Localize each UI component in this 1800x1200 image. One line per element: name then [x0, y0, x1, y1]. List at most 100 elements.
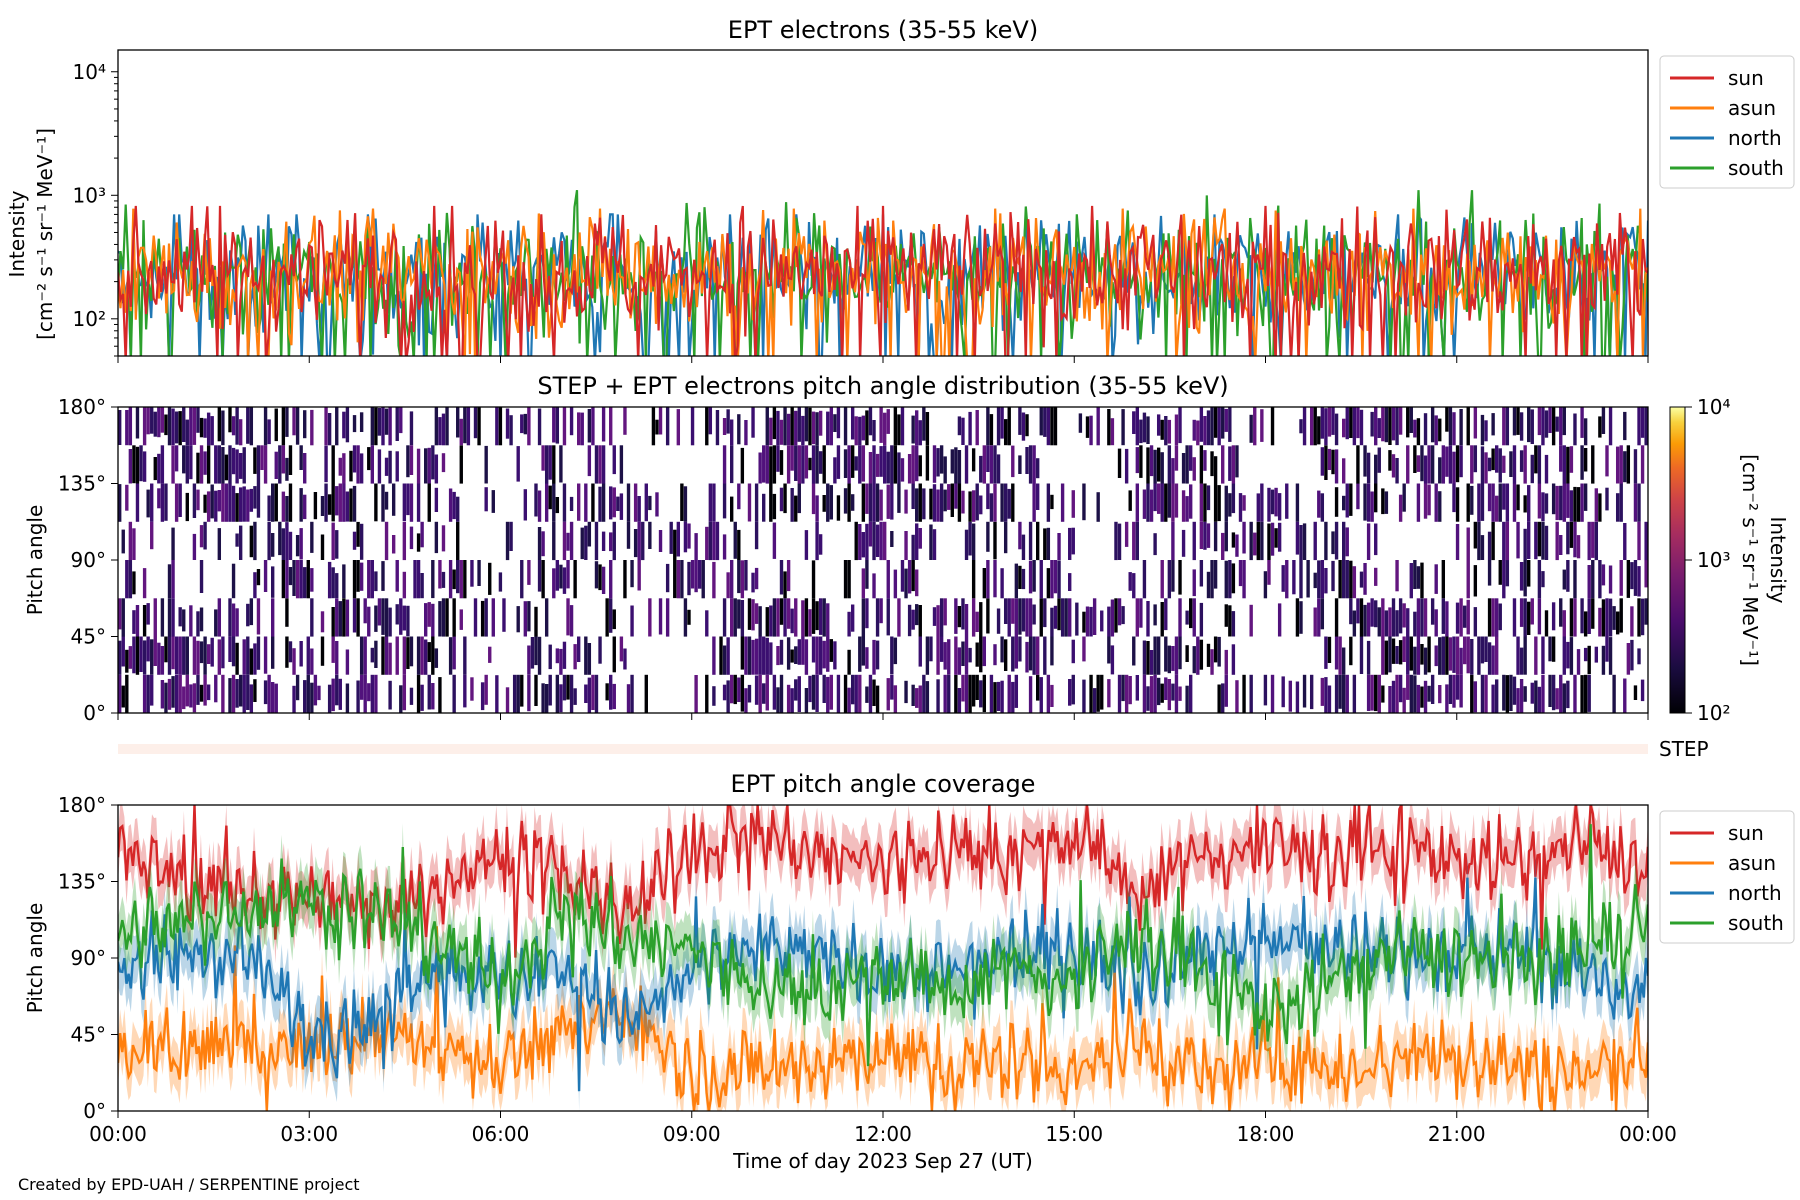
heatmap-cell — [1320, 677, 1325, 706]
heatmap-cell — [1420, 598, 1424, 637]
heatmap-cell — [402, 571, 407, 599]
heatmap-cell — [1430, 407, 1435, 443]
heatmap-cell — [658, 530, 663, 552]
heatmap-cell — [754, 603, 759, 624]
heatmap-cell — [1591, 560, 1595, 599]
heatmap-cell — [1206, 410, 1211, 446]
heatmap-cell — [562, 674, 567, 701]
legend1-asun-label: asun — [1728, 96, 1776, 120]
heatmap-cell — [1082, 636, 1086, 662]
heatmap-cell — [705, 610, 709, 637]
heatmap-cell — [1605, 636, 1609, 662]
heatmap-cell — [1149, 445, 1154, 477]
heatmap-cell — [1025, 598, 1029, 637]
heatmap-cell — [267, 495, 271, 522]
heatmap-cell — [395, 560, 399, 592]
heatmap-cell — [424, 603, 428, 637]
heatmap-cell — [1626, 560, 1631, 598]
heatmap-cell — [1189, 445, 1193, 471]
heatmap-cell — [1534, 445, 1538, 474]
heatmap-cell — [897, 598, 901, 637]
heatmap-cell — [1345, 560, 1349, 599]
heatmap-cell — [861, 636, 866, 666]
heatmap-cell — [391, 483, 396, 516]
heatmap-cell — [968, 491, 972, 522]
heatmap-cell — [658, 598, 663, 635]
heatmap-cell — [121, 598, 125, 637]
heatmap-cell — [238, 453, 243, 479]
heatmap-cell — [747, 483, 752, 522]
heatmap-cell — [189, 605, 193, 637]
heatmap-cell — [1003, 483, 1008, 522]
heatmap-cell — [420, 684, 424, 711]
heatmap-cell — [619, 493, 624, 520]
heatmap-cell — [676, 560, 681, 599]
heatmap-cell — [1007, 598, 1011, 637]
heatmap-cell — [359, 453, 364, 484]
heatmap-cell — [1068, 573, 1072, 591]
heatmap-cell — [1413, 611, 1417, 637]
heatmap-cell — [1480, 674, 1485, 713]
heatmap-cell — [459, 609, 463, 630]
xtick-label: 21:00 — [1428, 1122, 1486, 1146]
heatmap-cell — [1523, 560, 1527, 597]
heatmap-cell — [1527, 485, 1531, 522]
heatmap-cell — [1406, 407, 1410, 438]
heatmap-cell — [1135, 407, 1140, 446]
heatmap-cell — [1050, 560, 1054, 599]
heatmap-cell — [754, 675, 759, 705]
colorbar-tick-label: 10² — [1697, 701, 1730, 725]
heatmap-cell — [142, 674, 147, 713]
legend3-asun-label: asun — [1728, 851, 1776, 875]
heatmap-cell — [1598, 493, 1602, 522]
heatmap-cell — [388, 642, 392, 675]
heatmap-cell — [1221, 683, 1225, 713]
xtick-label: 00:00 — [1619, 1122, 1677, 1146]
heatmap-cell — [1381, 685, 1385, 703]
heatmap-cell — [811, 674, 816, 710]
heatmap-cell — [1459, 409, 1463, 446]
heatmap-cell — [356, 521, 360, 547]
heatmap-cell — [804, 407, 809, 442]
heatmap-cell — [534, 636, 538, 666]
heatmap-cell — [1039, 560, 1043, 599]
heatmap-cell — [936, 679, 940, 713]
heatmap-cell — [911, 415, 915, 444]
heatmap-cell — [1484, 674, 1488, 713]
heatmap-cell — [1516, 521, 1520, 559]
heatmap-cell — [331, 522, 335, 560]
heatmap-cell — [1484, 420, 1488, 442]
xtick-label: 06:00 — [472, 1122, 530, 1146]
heatmap-cell — [968, 647, 972, 663]
heatmap-cell — [1185, 496, 1189, 522]
heatmap-cell — [868, 674, 873, 713]
heatmap-cell — [1633, 685, 1638, 700]
heatmap-cell — [1110, 645, 1115, 675]
heatmap-cell — [577, 636, 581, 662]
heatmap-cell — [1203, 416, 1207, 446]
heatmap-cell — [381, 636, 385, 675]
heatmap-cell — [1185, 445, 1189, 484]
heatmap-cell — [171, 408, 175, 446]
heatmap-cell — [452, 674, 456, 713]
coverage-series-group — [118, 805, 1648, 1111]
heatmap-cell — [1192, 521, 1196, 561]
heatmap-cell — [1580, 407, 1584, 438]
heatmap-cell — [1462, 636, 1467, 665]
heatmap-cell — [1434, 609, 1438, 637]
heatmap-cell — [947, 674, 951, 713]
step-label: STEP — [1659, 737, 1709, 761]
heatmap-cell — [1448, 674, 1453, 704]
heatmap-cell — [701, 560, 705, 599]
heatmap-cell — [957, 483, 962, 522]
heatmap-cell — [1349, 636, 1353, 666]
heatmap-cell — [139, 636, 143, 672]
heatmap-cell — [1089, 674, 1093, 713]
heatmap-cell — [676, 521, 681, 557]
heatmap-cell — [815, 521, 819, 561]
heatmap-cell — [153, 636, 157, 666]
heatmap-cell — [744, 420, 748, 446]
heatmap-cell — [772, 598, 777, 637]
heatmap-cell — [370, 407, 375, 446]
heatmap-cell — [477, 560, 481, 586]
